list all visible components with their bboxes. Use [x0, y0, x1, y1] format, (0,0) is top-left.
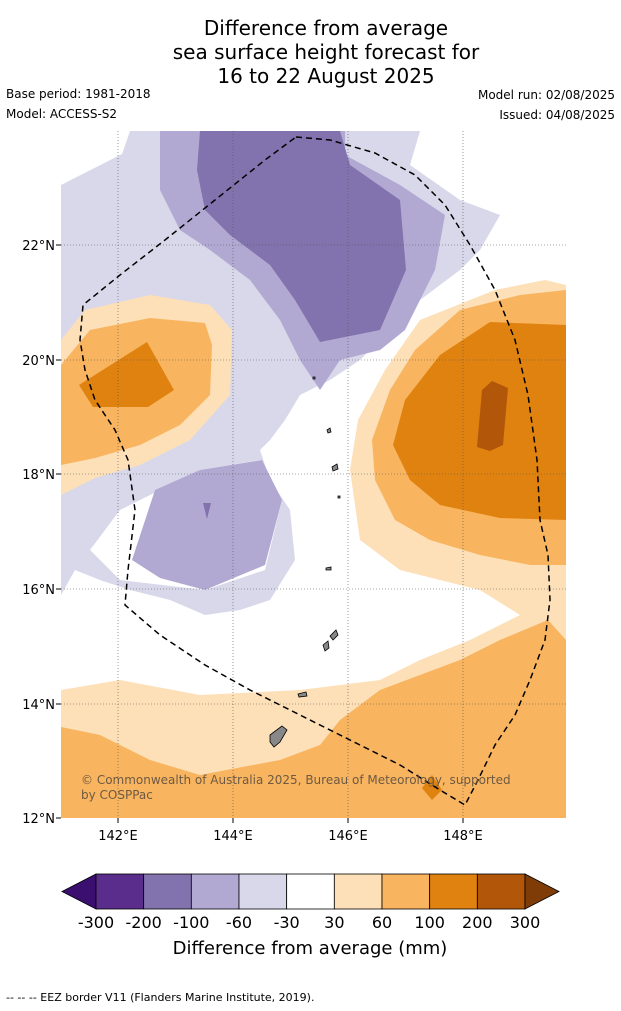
lon-label-142: 142°E: [98, 829, 138, 844]
eez-legend-footer: -- -- -- EEZ border V11 (Flanders Marine…: [6, 991, 315, 1004]
island-guam: [269, 725, 288, 748]
colorbar-segment: [429, 873, 478, 910]
colorbar: -300 -200 -100 -60 -30 30 60 100 200 300: [61, 873, 560, 932]
issued-label: Issued: 04/08/2025: [499, 108, 615, 122]
lat-label-12: 12°N: [22, 812, 55, 827]
colorbar-tick-label: 200: [462, 913, 493, 932]
colorbar-tick-label: -30: [274, 913, 300, 932]
lat-label-20: 20°N: [22, 354, 55, 369]
copyright-line-2: by COSPPac: [81, 788, 153, 802]
lon-label-146: 146°E: [328, 829, 368, 844]
colorbar-tick-label: -300: [78, 913, 114, 932]
contour-pos-100-spot: [422, 775, 442, 800]
lat-label-16: 16°N: [22, 583, 55, 598]
lat-label-22: 22°N: [22, 239, 55, 254]
colorbar-segment: [476, 873, 526, 910]
contour-pos-100-west: [79, 342, 174, 407]
gridlines: [61, 131, 566, 818]
island-small-1: [337, 495, 341, 499]
axis-ticks: [56, 244, 464, 823]
colorbar-segment: [333, 873, 383, 910]
island-pagan: [331, 463, 339, 472]
colorbar-tick-label: 100: [414, 913, 445, 932]
lon-label-144: 144°E: [213, 829, 253, 844]
base-period-label: Base period: 1981-2018: [6, 87, 151, 101]
island-anatahan: [325, 566, 332, 571]
title-line-3: 16 to 22 August 2025: [217, 64, 435, 88]
island-rota: [297, 691, 308, 698]
title-line-1: Difference from average: [203, 16, 449, 40]
island-agrihan: [326, 427, 332, 434]
colorbar-extend-low: [61, 873, 97, 910]
colorbar-segment: [381, 873, 431, 910]
map-title: Difference from average sea surface heig…: [0, 16, 621, 88]
contour-layer: © Commonwealth of Australia 2025, Bureau…: [61, 131, 566, 818]
colorbar-tick-label: 30: [324, 913, 344, 932]
colorbar-segment: [190, 873, 240, 910]
copyright-line-1: © Commonwealth of Australia 2025, Bureau…: [81, 773, 511, 787]
contour-neg-60-south: [132, 460, 282, 590]
lon-label-148: 148°E: [443, 829, 483, 844]
colorbar-tick-label: 300: [510, 913, 541, 932]
contour-neg-100-spot: [203, 503, 211, 519]
model-label: Model: ACCESS-S2: [6, 107, 118, 121]
colorbar-tick-label: 60: [372, 913, 392, 932]
colorbar-tick-label: -100: [173, 913, 209, 932]
colorbar-segment: [143, 873, 192, 910]
lat-label-18: 18°N: [22, 468, 55, 483]
contour-neg-100: [197, 131, 406, 342]
contour-pos-60-south: [61, 620, 566, 818]
colorbar-tick-label: -200: [126, 913, 162, 932]
island-saipan: [329, 629, 339, 641]
colorbar-segment: [286, 873, 335, 910]
colorbar-segment: [95, 873, 145, 910]
colorbar-title: Difference from average (mm): [173, 938, 448, 959]
contour-pos-200: [477, 381, 508, 451]
title-line-2: sea surface height forecast for: [172, 40, 480, 64]
island-tinian: [322, 640, 330, 652]
colorbar-extend-high: [524, 873, 560, 910]
islands: [269, 376, 341, 748]
lat-label-14: 14°N: [22, 698, 55, 713]
island-small-2: [312, 376, 316, 380]
colorbar-tick-label: -60: [226, 913, 252, 932]
colorbar-segment: [238, 873, 288, 910]
model-run-label: Model run: 02/08/2025: [477, 88, 615, 102]
eez-border: [79, 136, 551, 807]
